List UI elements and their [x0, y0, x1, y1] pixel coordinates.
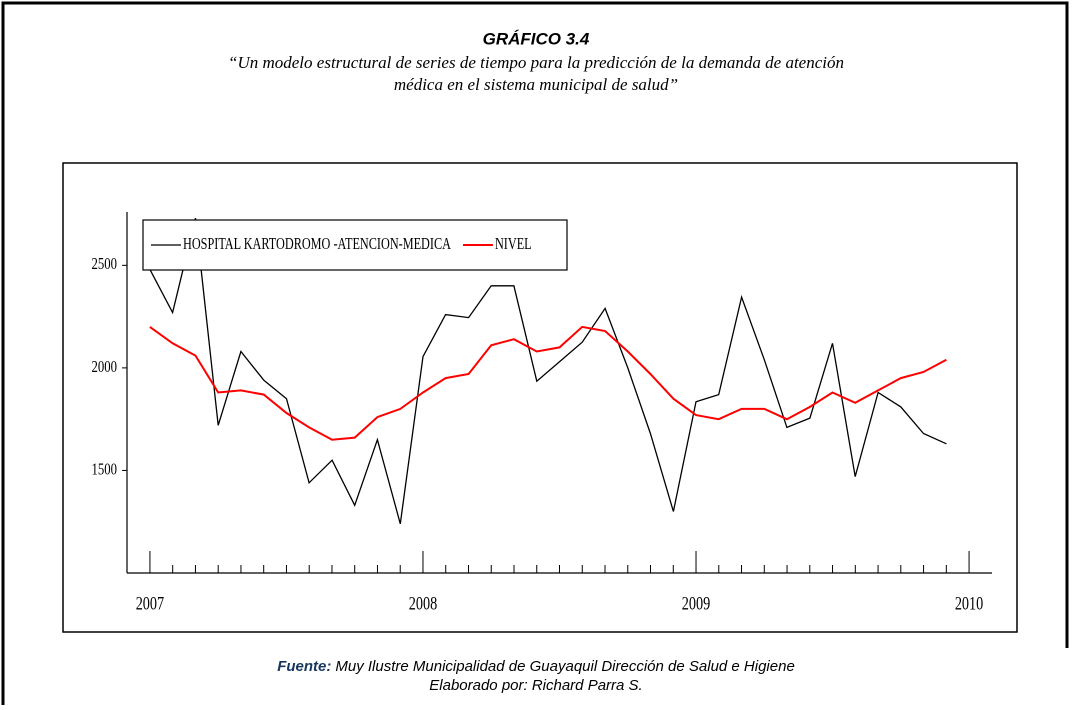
y-tick-label: 2500 — [92, 256, 117, 274]
y-tick-label: 2000 — [92, 358, 117, 376]
x-tick-label: 2010 — [955, 592, 983, 613]
source: Fuente: Muy Ilustre Municipalidad de Guay… — [277, 658, 795, 675]
series-line — [149, 325, 947, 441]
x-tick-label: 2007 — [136, 592, 164, 613]
x-tick-label: 2008 — [409, 592, 437, 613]
legend-label: NIVEL — [495, 235, 532, 253]
y-tick-label: 1500 — [92, 461, 117, 479]
x-tick-label: 2009 — [682, 592, 710, 613]
legend-label: HOSPITAL KARTODROMO -ATENCION-MEDICA — [183, 235, 451, 253]
source-text: Muy Ilustre Municipalidad de Guayaquil D… — [335, 658, 794, 675]
plot: 1500 2000 2500 2007 2008 2009 2010 HOSPITAL KAR… — [92, 212, 992, 614]
legend-box — [142, 219, 568, 271]
source-label: Fuente: — [277, 658, 331, 675]
subtitle: médica en el sistema municipal de salud” — [394, 75, 678, 94]
subtitle: “Un modelo estructural de series de tiem… — [228, 53, 844, 72]
credit: Elaborado por: Richard Parra S. — [429, 677, 642, 694]
chart-frame — [62, 162, 1018, 633]
title: GRÁFICO 3.4 — [483, 29, 590, 48]
